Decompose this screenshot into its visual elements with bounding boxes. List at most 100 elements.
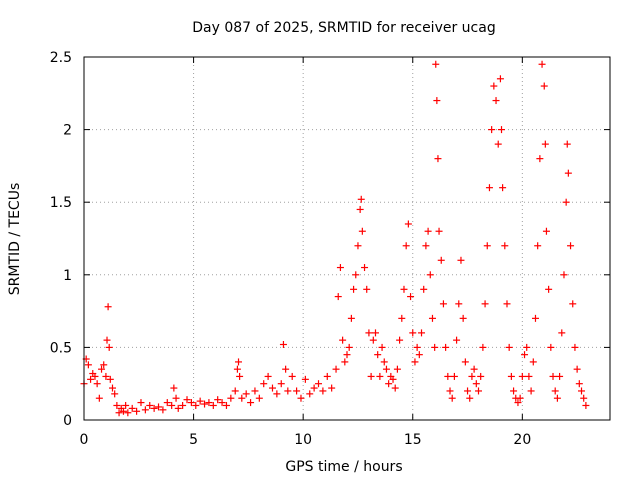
data-point: [558, 329, 566, 337]
data-point: [367, 372, 375, 380]
data-point: [560, 271, 568, 279]
data-point: [490, 82, 498, 90]
data-point: [536, 155, 544, 163]
data-point: [301, 375, 309, 383]
data-point: [282, 365, 290, 373]
data-point: [214, 396, 222, 404]
data-point: [376, 372, 384, 380]
data-point: [122, 401, 130, 409]
data-point: [179, 401, 187, 409]
data-point: [98, 365, 106, 373]
data-point: [150, 404, 158, 412]
data-point: [470, 365, 478, 373]
data-point: [111, 390, 119, 398]
data-point: [336, 264, 344, 272]
data-point: [514, 399, 522, 407]
data-point: [380, 358, 388, 366]
y-tick-label: 2.5: [50, 50, 72, 66]
data-point: [159, 406, 167, 414]
data-point: [119, 407, 127, 415]
data-point: [385, 380, 393, 388]
data-point: [521, 351, 529, 359]
data-point: [507, 372, 515, 380]
data-point: [365, 329, 373, 337]
data-point: [279, 340, 287, 348]
data-point: [496, 75, 504, 83]
data-point: [306, 390, 314, 398]
data-point: [453, 336, 461, 344]
data-point: [428, 314, 436, 322]
data-point: [128, 404, 136, 412]
data-point: [277, 380, 285, 388]
data-point: [461, 358, 469, 366]
data-point: [446, 387, 454, 395]
data-points: [80, 60, 590, 417]
data-point: [378, 343, 386, 351]
data-point: [93, 380, 101, 388]
x-tick-label: 0: [80, 432, 89, 448]
data-point: [518, 372, 526, 380]
data-point: [432, 60, 440, 68]
data-point: [284, 387, 292, 395]
data-point: [374, 351, 382, 359]
x-tick-label: 15: [404, 432, 422, 448]
y-tick-label: 0.5: [50, 340, 72, 356]
data-point: [409, 329, 417, 337]
data-point: [218, 399, 226, 407]
x-tick-label: 5: [189, 432, 198, 448]
data-point: [503, 300, 511, 308]
data-point: [268, 384, 276, 392]
x-tick-label: 10: [294, 432, 312, 448]
data-point: [420, 285, 428, 293]
data-point: [437, 256, 445, 264]
data-point: [541, 140, 549, 148]
data-point: [578, 387, 586, 395]
data-point: [501, 242, 509, 250]
data-point: [341, 358, 349, 366]
data-point: [563, 140, 571, 148]
data-point: [106, 375, 114, 383]
data-point: [393, 365, 401, 373]
data-point: [192, 401, 200, 409]
data-point: [264, 372, 272, 380]
data-point: [310, 384, 318, 392]
data-point: [174, 404, 182, 412]
data-point: [345, 343, 353, 351]
data-point: [540, 82, 548, 90]
data-point: [105, 343, 113, 351]
data-point: [187, 399, 195, 407]
data-point: [170, 384, 178, 392]
data-point: [444, 372, 452, 380]
data-point: [297, 394, 305, 402]
data-point: [350, 285, 358, 293]
data-point: [209, 401, 217, 409]
data-point: [102, 372, 110, 380]
data-point: [534, 242, 542, 250]
data-point: [545, 285, 553, 293]
data-point: [556, 372, 564, 380]
data-point: [84, 361, 92, 369]
data-point: [236, 372, 244, 380]
data-point: [439, 300, 447, 308]
data-point: [551, 387, 559, 395]
data-point: [424, 227, 432, 235]
data-point: [475, 387, 482, 395]
data-point: [339, 336, 347, 344]
data-point: [402, 242, 410, 250]
data-point: [361, 264, 369, 272]
data-point: [510, 387, 518, 395]
data-point: [569, 300, 577, 308]
data-point: [422, 242, 430, 250]
data-point: [450, 372, 458, 380]
data-point: [363, 285, 371, 293]
axis-ticks: [83, 56, 610, 421]
data-point: [137, 399, 145, 407]
data-point: [227, 394, 235, 402]
data-point: [104, 303, 112, 311]
data-point: [233, 365, 241, 373]
data-point: [95, 394, 103, 402]
data-point: [358, 227, 366, 235]
data-point: [494, 140, 502, 148]
data-point: [382, 365, 390, 373]
data-point: [172, 394, 180, 402]
